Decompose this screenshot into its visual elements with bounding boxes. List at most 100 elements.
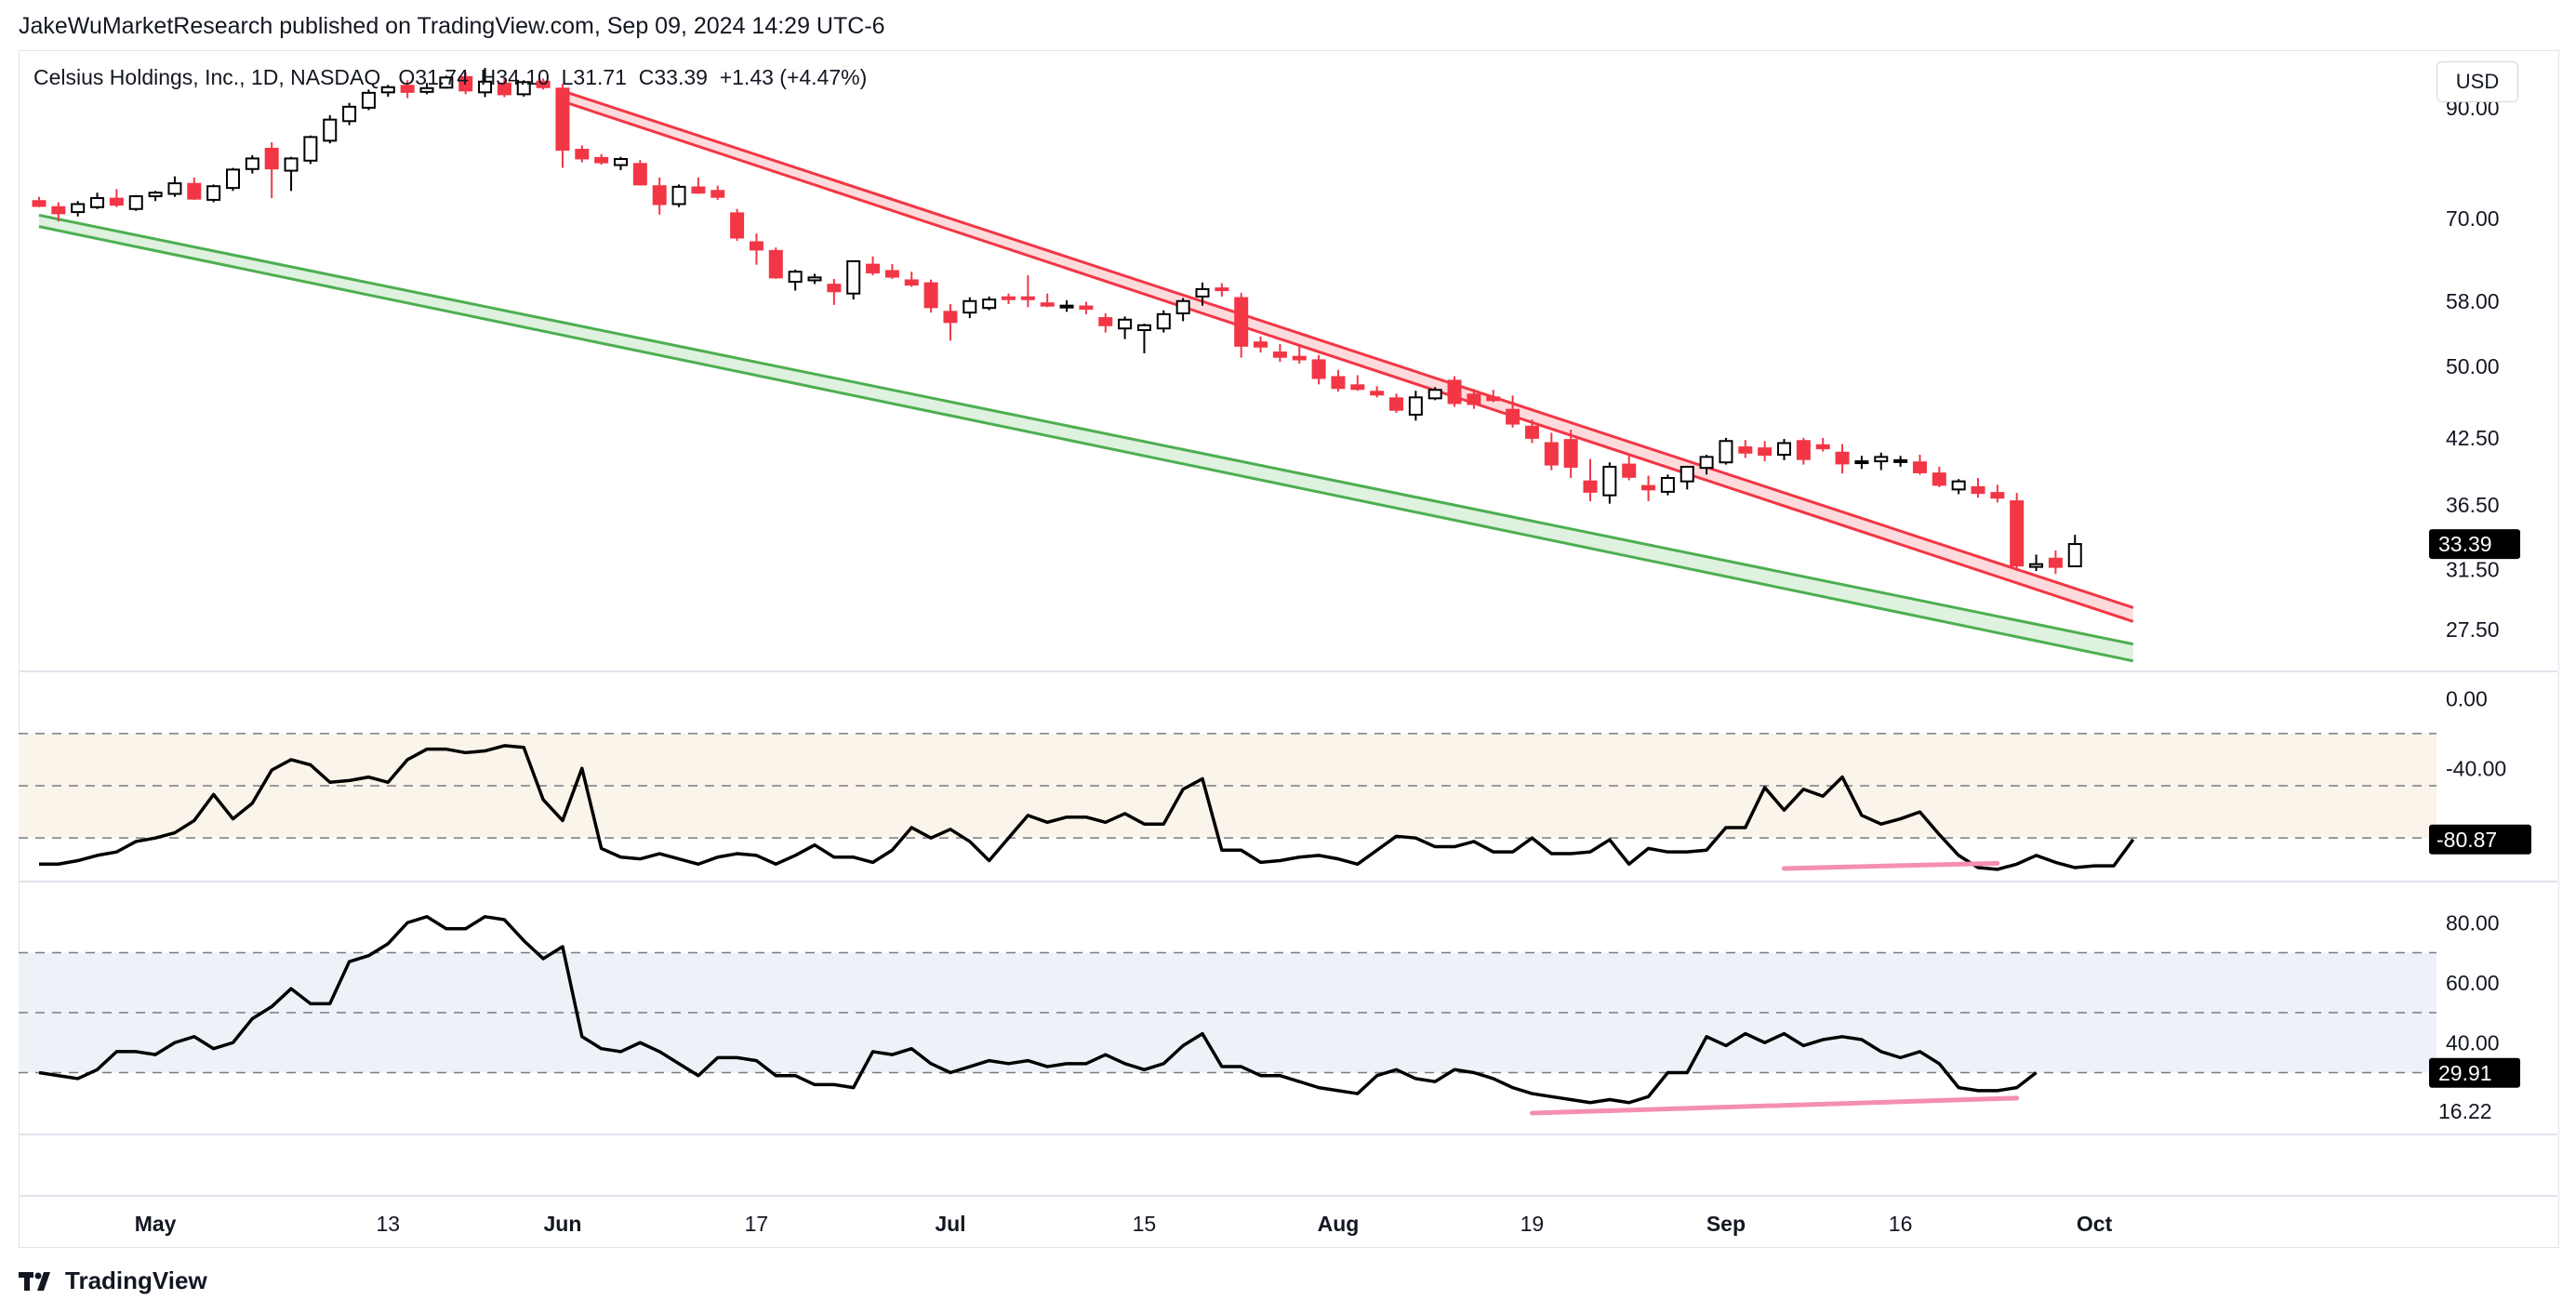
candle-body [497, 82, 511, 96]
oscillator1-divergence-line [1782, 860, 2000, 871]
candle-body [1254, 341, 1268, 348]
candle-body [1777, 442, 1791, 457]
candle-body [90, 196, 105, 208]
candle-body [1602, 465, 1617, 497]
time-axis-tick: 15 [1133, 1212, 1157, 1236]
last-price-tag-label: 33.39 [2438, 532, 2492, 556]
candle-body [1990, 492, 2005, 499]
candle-body [380, 86, 395, 94]
candle-body [1796, 440, 1811, 460]
oscillator1-axis-tick: 0.00 [2446, 686, 2488, 710]
currency-label: USD [2455, 70, 2500, 93]
candle-body [1234, 297, 1249, 347]
last-price-tag-bg [2429, 529, 2520, 560]
time-axis-tick: 13 [377, 1212, 401, 1236]
candle-body [51, 206, 66, 215]
currency-button[interactable]: USD [2437, 61, 2518, 102]
candle-body [904, 279, 919, 286]
oscillator2-value-tag-bg [2429, 1057, 2520, 1088]
candle-body [1932, 472, 1946, 486]
candle-body [1098, 317, 1113, 326]
candle-body [1311, 359, 1326, 379]
candle-body [1350, 384, 1365, 391]
candle-body [1680, 465, 1694, 483]
candle-body [1389, 397, 1403, 411]
oscillator2-value-tag: 29.91 [2438, 1061, 2492, 1085]
candle-body [1370, 391, 1385, 396]
candle-body [807, 276, 822, 282]
candle-body [691, 186, 706, 194]
price-axis-tick: 42.50 [2446, 426, 2500, 450]
candle-body [1136, 324, 1151, 331]
time-axis-tick: Aug [1318, 1212, 1360, 1236]
time-axis-tick: 17 [745, 1212, 769, 1236]
candle-body [361, 91, 376, 109]
candle-body [1544, 442, 1559, 466]
candle-body [614, 158, 628, 166]
legend-low: L31.71 [561, 65, 627, 89]
candle-body [943, 311, 958, 324]
candle-body [555, 87, 570, 152]
symbol-legend: Celsius Holdings, Inc., 1D, NASDAQ O31.7… [33, 65, 867, 90]
oscillator1-axis-tick: -40.00 [2446, 756, 2506, 780]
oscillator1-value-tag: -80.87 [2437, 828, 2497, 852]
candle-body [1040, 302, 1055, 307]
candle-body [1738, 446, 1753, 454]
red-channel-fill [562, 90, 2133, 622]
candle-body [594, 156, 609, 164]
candle-body [846, 259, 861, 295]
candle-body [1893, 458, 1908, 463]
time-axis-tick: 19 [1520, 1212, 1545, 1236]
candle-body [710, 190, 725, 198]
candle-body [884, 270, 899, 278]
candle-body [2067, 543, 2082, 568]
candle-body [1622, 463, 1637, 478]
candle-body [187, 182, 202, 200]
red-channel-lower-line [562, 99, 2134, 623]
green-channel-upper-line [38, 213, 2134, 646]
candle-body [1506, 408, 1520, 425]
candle-body [1583, 480, 1598, 493]
legend-change: +1.43 (+4.47%) [719, 65, 868, 89]
oscillator1-line [39, 744, 2135, 871]
price-axis-tick: 58.00 [2446, 289, 2500, 313]
tradingview-footer[interactable]: TradingView [19, 1267, 207, 1295]
oscillator2-second-tag-bg [2429, 1095, 2520, 1125]
candle-body [245, 157, 259, 170]
candle-body [963, 299, 977, 314]
candle-body [32, 200, 46, 207]
candle-body [516, 81, 531, 96]
candle-body [632, 163, 647, 186]
candle-body [1758, 447, 1773, 457]
candle-body [264, 147, 279, 170]
legend-open: O31.74 [398, 65, 469, 89]
candle-body [982, 298, 997, 310]
candle-body [923, 282, 938, 309]
candle-body [2029, 563, 2044, 568]
candle-body [1331, 376, 1346, 390]
candle-body [342, 105, 357, 123]
candle-body [1447, 379, 1462, 405]
price-axis-tick: 31.50 [2446, 558, 2500, 582]
legend-close: C33.39 [638, 65, 708, 89]
price-axis-tick: 50.00 [2446, 354, 2500, 378]
candle-body [1020, 296, 1035, 300]
red-channel-upper-line [562, 89, 2134, 609]
green-channel-fill [39, 215, 2133, 661]
time-axis-tick: Sep [1706, 1212, 1746, 1236]
candle-body [730, 212, 745, 239]
candle-body [866, 263, 881, 273]
candle-body [1563, 439, 1578, 468]
candle-body [2010, 500, 2025, 567]
time-axis-tick: Jun [544, 1212, 582, 1236]
candle-body [1195, 287, 1210, 298]
candle-body [1118, 318, 1133, 330]
time-axis-tick: May [135, 1212, 177, 1236]
candle-body [671, 185, 686, 206]
candle-body [1660, 477, 1675, 493]
candle-body [284, 157, 299, 172]
candle-body [1156, 312, 1171, 330]
candle-body [148, 192, 163, 198]
candle-body [1912, 461, 1927, 473]
